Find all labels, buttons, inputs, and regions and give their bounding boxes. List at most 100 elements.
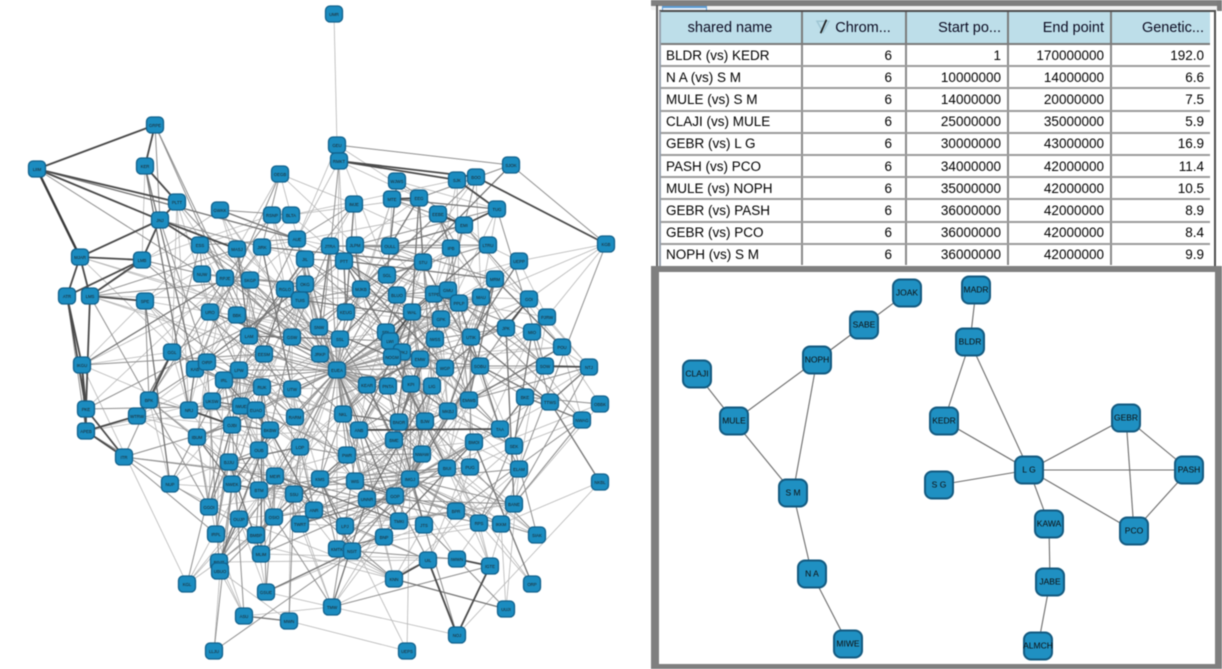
svg-text:JNJ: JNJ bbox=[156, 218, 163, 223]
svg-text:ELAM: ELAM bbox=[513, 467, 525, 472]
svg-text:NTJ: NTJ bbox=[585, 365, 593, 370]
svg-text:ASU: ASU bbox=[240, 614, 249, 619]
svg-text:LIG: LIG bbox=[429, 384, 437, 389]
svg-text:POU: POU bbox=[557, 345, 566, 350]
svg-text:MULE: MULE bbox=[722, 416, 746, 426]
svg-text:EUAO: EUAO bbox=[250, 408, 263, 413]
svg-text:LIIM: LIIM bbox=[33, 167, 42, 172]
svg-text:OUJP: OUJP bbox=[233, 517, 245, 522]
svg-text:S G: S G bbox=[932, 480, 947, 490]
svg-text:LLJU: LLJU bbox=[209, 649, 219, 654]
svg-text:TAA: TAA bbox=[496, 427, 504, 432]
svg-text:NKL: NKL bbox=[339, 412, 348, 417]
svg-text:PWR: PWR bbox=[342, 453, 352, 458]
svg-text:SEK: SEK bbox=[510, 444, 519, 449]
svg-text:IRPL: IRPL bbox=[211, 532, 221, 537]
svg-text:URO: URO bbox=[205, 310, 215, 315]
svg-text:GSW: GSW bbox=[287, 335, 298, 340]
svg-text:ALMCH: ALMCH bbox=[1023, 641, 1053, 651]
svg-text:TTWS: TTWS bbox=[544, 400, 556, 405]
svg-text:MJKB: MJKB bbox=[355, 287, 367, 292]
svg-text:MIO: MIO bbox=[528, 330, 537, 335]
svg-text:GOI: GOI bbox=[525, 297, 533, 302]
svg-text:NSIT: NSIT bbox=[347, 549, 357, 554]
svg-text:JABE: JABE bbox=[1039, 577, 1061, 587]
svg-text:MTE: MTE bbox=[387, 197, 396, 202]
svg-text:NUP: NUP bbox=[165, 482, 174, 487]
svg-text:JRKP: JRKP bbox=[315, 352, 326, 357]
svg-text:RPS: RPS bbox=[475, 521, 484, 526]
svg-text:IGTE: IGTE bbox=[485, 564, 495, 569]
svg-text:WGP: WGP bbox=[440, 366, 450, 371]
svg-text:SABE: SABE bbox=[853, 320, 876, 330]
svg-text:WAL: WAL bbox=[407, 310, 417, 315]
svg-text:LWI: LWI bbox=[386, 339, 393, 344]
svg-text:UTW: UTW bbox=[287, 387, 298, 392]
svg-text:GGL: GGL bbox=[167, 350, 177, 355]
svg-text:PJRW: PJRW bbox=[541, 315, 554, 320]
svg-text:UEPP: UEPP bbox=[513, 259, 525, 264]
svg-text:MJAR: MJAR bbox=[74, 255, 86, 260]
svg-text:KMS: KMS bbox=[315, 477, 324, 482]
svg-text:ESS: ESS bbox=[196, 243, 205, 248]
svg-text:GEU: GEU bbox=[332, 143, 341, 148]
svg-text:SJK: SJK bbox=[453, 178, 461, 183]
svg-text:KGB: KGB bbox=[601, 242, 610, 247]
svg-text:RGLO: RGLO bbox=[279, 287, 292, 292]
svg-text:MASJ: MASJ bbox=[231, 247, 242, 252]
svg-text:EESM: EESM bbox=[258, 352, 271, 357]
svg-text:BTM: BTM bbox=[254, 488, 263, 493]
svg-text:GOP: GOP bbox=[390, 494, 400, 499]
svg-text:OSIO: OSIO bbox=[269, 515, 280, 520]
svg-text:BME: BME bbox=[389, 438, 398, 443]
svg-text:BLUO: BLUO bbox=[391, 293, 403, 298]
svg-text:MRM: MRM bbox=[490, 277, 501, 282]
svg-text:BKE: BKE bbox=[521, 395, 530, 400]
svg-text:JOAK: JOAK bbox=[896, 288, 919, 298]
svg-text:PNTA: PNTA bbox=[382, 384, 393, 389]
svg-text:TWRT: TWRT bbox=[294, 522, 307, 527]
svg-text:WJWS: WJWS bbox=[390, 179, 403, 184]
svg-text:EMW: EMW bbox=[415, 357, 426, 362]
svg-text:NOPH: NOPH bbox=[805, 355, 830, 365]
svg-text:KEUG: KEUG bbox=[340, 310, 353, 315]
svg-text:APEB: APEB bbox=[80, 429, 92, 434]
svg-text:UBUO: UBUO bbox=[214, 569, 227, 574]
svg-text:UEPS: UEPS bbox=[401, 649, 413, 654]
svg-text:NWAG: NWAG bbox=[575, 418, 589, 423]
svg-text:BIUI: BIUI bbox=[443, 466, 451, 471]
svg-text:IKGU: IKGU bbox=[77, 363, 88, 368]
svg-text:CLAJI: CLAJI bbox=[685, 369, 708, 379]
svg-text:SOBU: SOBU bbox=[474, 364, 486, 369]
svg-text:RMKT: RMKT bbox=[333, 159, 346, 164]
svg-text:IRL: IRL bbox=[221, 378, 228, 383]
svg-text:SIAK: SIAK bbox=[532, 533, 542, 538]
svg-text:BMBP: BMBP bbox=[250, 533, 262, 538]
svg-text:NUW: NUW bbox=[197, 272, 208, 277]
svg-text:EUEA: EUEA bbox=[331, 368, 343, 373]
svg-text:NOJ: NOJ bbox=[453, 633, 462, 638]
svg-text:SPKJ: SPKJ bbox=[397, 350, 408, 355]
svg-text:MADR: MADR bbox=[963, 285, 988, 295]
svg-text:MWN: MWN bbox=[284, 619, 295, 624]
svg-text:KEDR: KEDR bbox=[932, 416, 956, 426]
svg-text:SOW: SOW bbox=[540, 364, 551, 369]
svg-text:OBBK: OBBK bbox=[594, 402, 606, 407]
svg-text:WTRW: WTRW bbox=[130, 414, 145, 419]
svg-text:BANE: BANE bbox=[508, 502, 520, 507]
svg-text:PPLP: PPLP bbox=[454, 301, 465, 306]
svg-text:JIRK: JIRK bbox=[257, 245, 266, 250]
svg-text:BOO: BOO bbox=[471, 175, 481, 180]
svg-text:NRJ: NRJ bbox=[185, 408, 193, 413]
svg-text:BJJU: BJJU bbox=[224, 460, 234, 465]
svg-text:LPW: LPW bbox=[234, 368, 244, 373]
svg-text:LMB: LMB bbox=[138, 258, 147, 263]
svg-text:RPJE: RPJE bbox=[220, 276, 231, 281]
svg-text:JTRA: JTRA bbox=[325, 244, 336, 249]
svg-text:KPI: KPI bbox=[408, 382, 415, 387]
svg-text:UUJI: UUJI bbox=[501, 607, 511, 612]
svg-text:BNP: BNP bbox=[380, 535, 389, 540]
svg-text:LPJ: LPJ bbox=[341, 524, 348, 529]
svg-text:TUIS: TUIS bbox=[295, 298, 305, 303]
svg-text:N A: N A bbox=[805, 569, 819, 579]
